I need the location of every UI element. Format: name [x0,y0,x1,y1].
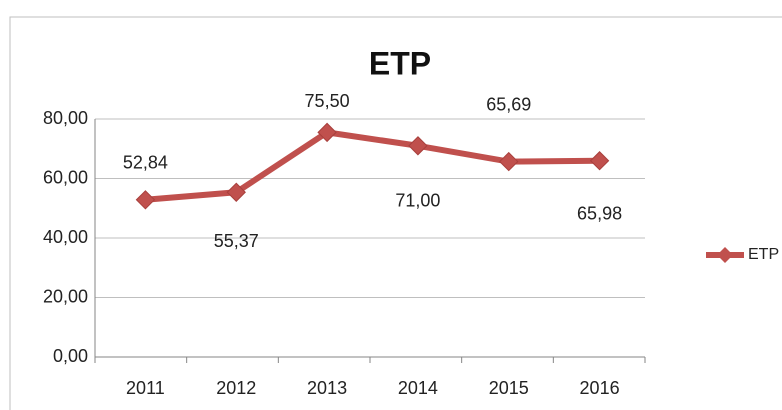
marker [499,151,519,172]
y-tick-label: 20,00 [43,286,88,306]
marker [226,182,246,202]
y-tick-label: 40,00 [43,227,88,247]
x-tick-label: 2013 [307,378,347,398]
data-label: 75,50 [305,91,350,111]
legend-label: ETP [748,246,779,263]
x-tick-label: 2015 [489,378,529,398]
x-tick-label: 2016 [580,378,620,398]
marker [317,122,337,143]
y-tick-label: 80,00 [43,108,88,128]
data-label: 65,69 [486,94,531,114]
data-label: 71,00 [395,191,440,211]
marker [135,190,156,210]
y-tick-label: 60,00 [43,167,88,187]
data-label: 55,37 [214,231,259,251]
y-tick-label: 0,00 [53,346,88,366]
chart-border [9,16,782,410]
legend-marker [717,247,733,263]
x-tick-label: 2011 [126,378,165,398]
marker [408,136,428,156]
x-tick-label: 2014 [398,378,438,398]
x-tick-label: 2012 [216,378,256,398]
marker [589,151,610,171]
chart-title: ETP [369,45,431,81]
data-label: 65,98 [577,203,622,223]
data-label: 52,84 [123,153,168,173]
line [145,129,600,203]
